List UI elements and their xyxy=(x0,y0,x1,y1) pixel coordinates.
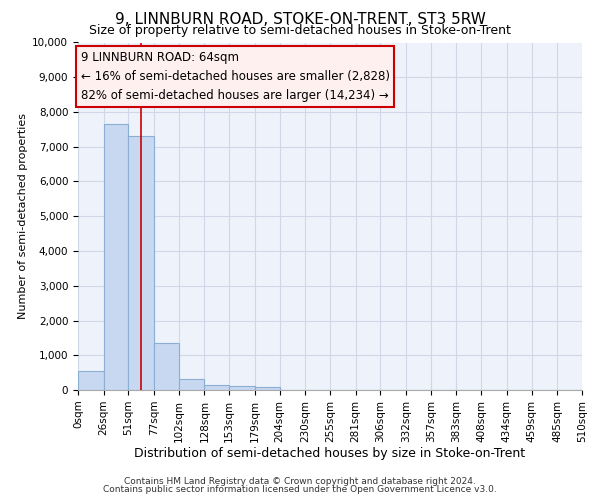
Text: Contains public sector information licensed under the Open Government Licence v3: Contains public sector information licen… xyxy=(103,485,497,494)
Text: 9 LINNBURN ROAD: 64sqm
← 16% of semi-detached houses are smaller (2,828)
82% of : 9 LINNBURN ROAD: 64sqm ← 16% of semi-det… xyxy=(80,51,389,102)
Bar xyxy=(128,136,154,390)
Bar xyxy=(154,343,179,390)
X-axis label: Distribution of semi-detached houses by size in Stoke-on-Trent: Distribution of semi-detached houses by … xyxy=(134,448,526,460)
Bar xyxy=(104,124,128,390)
Bar xyxy=(229,386,255,390)
Text: Contains HM Land Registry data © Crown copyright and database right 2024.: Contains HM Land Registry data © Crown c… xyxy=(124,477,476,486)
Bar xyxy=(78,371,104,390)
Bar xyxy=(255,387,280,390)
Text: 9, LINNBURN ROAD, STOKE-ON-TRENT, ST3 5RW: 9, LINNBURN ROAD, STOKE-ON-TRENT, ST3 5R… xyxy=(115,12,485,28)
Y-axis label: Number of semi-detached properties: Number of semi-detached properties xyxy=(18,114,28,320)
Bar xyxy=(179,379,205,390)
Bar xyxy=(205,384,229,390)
Text: Size of property relative to semi-detached houses in Stoke-on-Trent: Size of property relative to semi-detach… xyxy=(89,24,511,37)
